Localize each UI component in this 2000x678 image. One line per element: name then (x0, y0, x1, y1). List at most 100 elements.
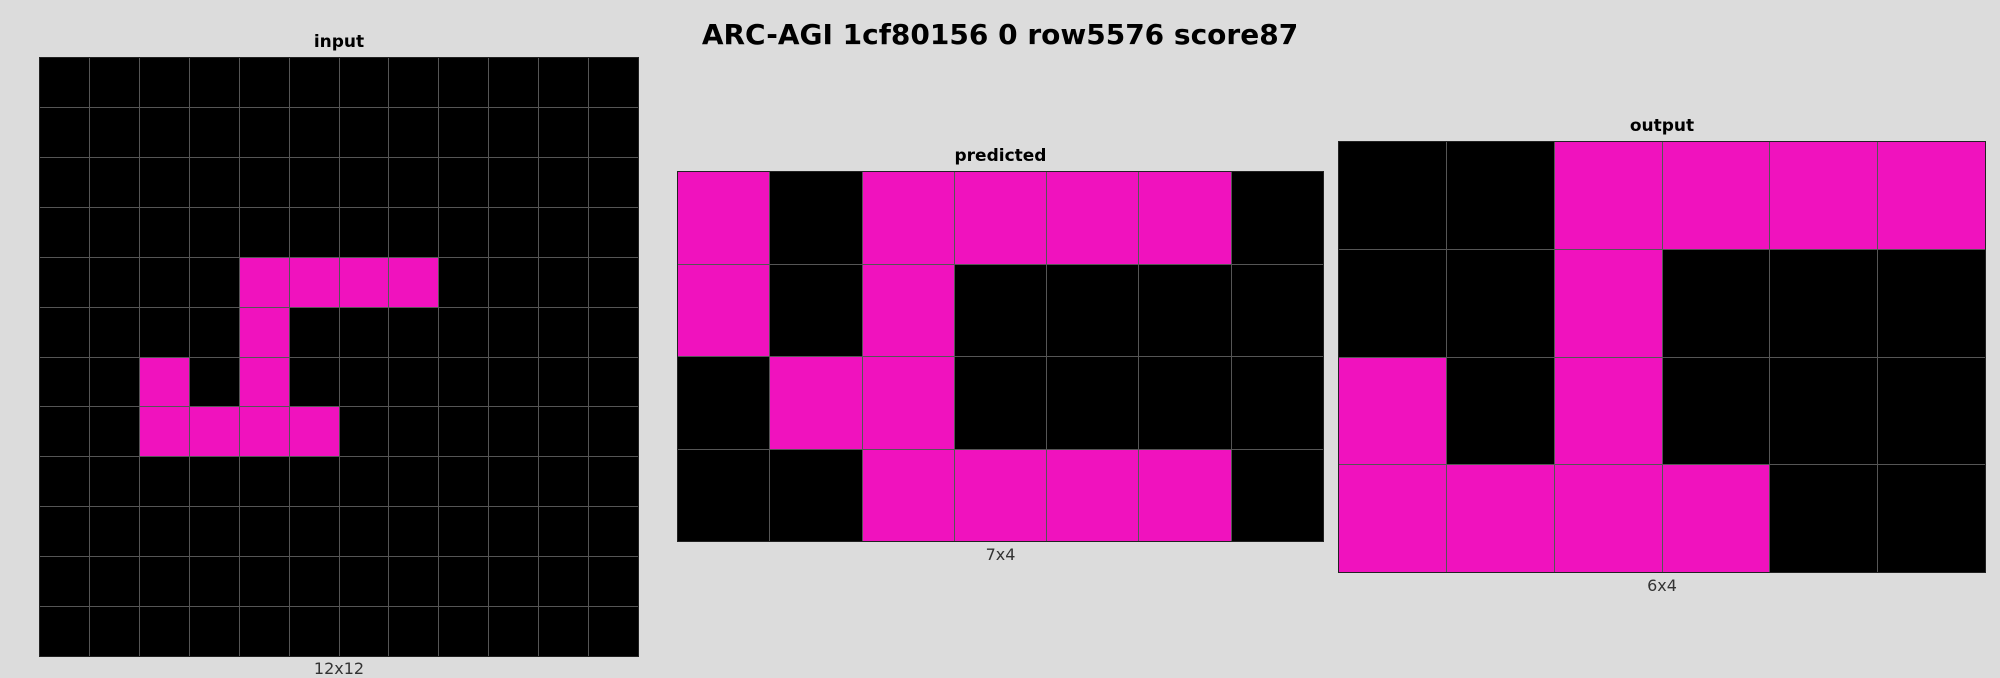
predicted-cell-r2-c0 (678, 357, 770, 449)
output-cell-r3-c3 (1662, 465, 1770, 572)
input-cell-r1-c2 (139, 107, 189, 157)
input-cell-r7-c2 (139, 407, 189, 457)
input-cell-r4-c7 (389, 257, 439, 307)
input-cell-r10-c8 (439, 557, 489, 607)
input-cell-r10-c11 (589, 557, 638, 607)
input-cell-r4-c11 (589, 257, 638, 307)
input-cell-r9-c2 (139, 507, 189, 557)
input-cell-r6-c6 (339, 357, 389, 407)
input-cell-r11-c8 (439, 607, 489, 656)
predicted-cell-r3-c1 (770, 449, 862, 541)
input-cell-r3-c3 (189, 207, 239, 257)
predicted-cell-r0-c4 (1047, 172, 1139, 264)
input-cell-r9-c5 (289, 507, 339, 557)
input-cell-r8-c11 (589, 457, 638, 507)
input-cell-r2-c4 (239, 157, 289, 207)
predicted-cell-r3-c0 (678, 449, 770, 541)
input-cell-r1-c6 (339, 107, 389, 157)
predicted-cell-r0-c3 (954, 172, 1047, 264)
predicted-cell-r3-c5 (1139, 449, 1231, 541)
input-cell-r6-c2 (139, 357, 189, 407)
input-cell-r2-c11 (589, 157, 638, 207)
input-cell-r1-c0 (40, 107, 89, 157)
input-cell-r9-c11 (589, 507, 638, 557)
output-cell-r1-c2 (1554, 249, 1662, 357)
input-cell-r0-c3 (189, 58, 239, 107)
input-cell-r1-c9 (489, 107, 539, 157)
input-cell-r8-c5 (289, 457, 339, 507)
input-cell-r2-c2 (139, 157, 189, 207)
predicted-cell-r3-c6 (1231, 449, 1323, 541)
predicted-cell-r2-c2 (862, 357, 954, 449)
input-cell-r5-c0 (40, 307, 89, 357)
output-cell-r3-c0 (1339, 465, 1446, 572)
input-cell-r3-c8 (439, 207, 489, 257)
input-cell-r2-c7 (389, 157, 439, 207)
input-cell-r6-c1 (89, 357, 139, 407)
input-cell-r7-c9 (489, 407, 539, 457)
predicted-cell-r1-c5 (1139, 264, 1231, 356)
input-cell-r4-c6 (339, 257, 389, 307)
input-cell-r11-c6 (339, 607, 389, 656)
output-cell-r0-c2 (1554, 142, 1662, 249)
input-cell-r10-c7 (389, 557, 439, 607)
input-cell-r0-c6 (339, 58, 389, 107)
input-cell-r2-c9 (489, 157, 539, 207)
predicted-panel-title: predicted (954, 146, 1047, 166)
input-cell-r1-c5 (289, 107, 339, 157)
input-cell-r8-c8 (439, 457, 489, 507)
predicted-cell-r1-c4 (1047, 264, 1139, 356)
input-cell-r9-c8 (439, 507, 489, 557)
input-cell-r11-c9 (489, 607, 539, 656)
input-cell-r0-c9 (489, 58, 539, 107)
input-cell-r5-c9 (489, 307, 539, 357)
output-cell-r2-c1 (1446, 357, 1554, 465)
input-cell-r8-c6 (339, 457, 389, 507)
input-cell-r4-c9 (489, 257, 539, 307)
input-cell-r3-c4 (239, 207, 289, 257)
input-cell-r10-c9 (489, 557, 539, 607)
input-cell-r10-c2 (139, 557, 189, 607)
input-cell-r11-c1 (89, 607, 139, 656)
input-cell-r8-c3 (189, 457, 239, 507)
input-panel-title: input (313, 32, 365, 52)
predicted-cell-r0-c0 (678, 172, 770, 264)
input-cell-r1-c3 (189, 107, 239, 157)
input-cell-r3-c0 (40, 207, 89, 257)
input-cell-r7-c11 (589, 407, 638, 457)
input-cell-r10-c6 (339, 557, 389, 607)
output-cell-r0-c5 (1878, 142, 1985, 249)
input-cell-r8-c2 (139, 457, 189, 507)
input-cell-r2-c3 (189, 157, 239, 207)
input-cell-r4-c8 (439, 257, 489, 307)
input-cell-r1-c11 (589, 107, 638, 157)
input-cell-r8-c0 (40, 457, 89, 507)
output-panel-title: output (1629, 116, 1695, 136)
output-cell-r2-c3 (1662, 357, 1770, 465)
input-cell-r8-c1 (89, 457, 139, 507)
output-dimensions-label: 6x4 (1647, 576, 1677, 595)
input-cell-r6-c7 (389, 357, 439, 407)
input-cell-r0-c1 (89, 58, 139, 107)
input-cell-r5-c4 (239, 307, 289, 357)
input-cell-r7-c3 (189, 407, 239, 457)
input-cell-r4-c10 (539, 257, 589, 307)
input-cell-r8-c7 (389, 457, 439, 507)
input-cell-r9-c4 (239, 507, 289, 557)
input-cell-r10-c4 (239, 557, 289, 607)
input-cell-r7-c0 (40, 407, 89, 457)
input-cell-r3-c1 (89, 207, 139, 257)
input-cell-r6-c10 (539, 357, 589, 407)
input-cell-r11-c10 (539, 607, 589, 656)
input-cell-r6-c4 (239, 357, 289, 407)
input-cell-r2-c0 (40, 157, 89, 207)
input-cell-r1-c10 (539, 107, 589, 157)
output-cell-r0-c4 (1770, 142, 1878, 249)
input-cell-r3-c7 (389, 207, 439, 257)
input-cell-r1-c8 (439, 107, 489, 157)
input-cell-r4-c0 (40, 257, 89, 307)
input-cell-r7-c5 (289, 407, 339, 457)
input-cell-r8-c10 (539, 457, 589, 507)
input-dimensions-label: 12x12 (313, 659, 365, 678)
predicted-cell-r1-c6 (1231, 264, 1323, 356)
